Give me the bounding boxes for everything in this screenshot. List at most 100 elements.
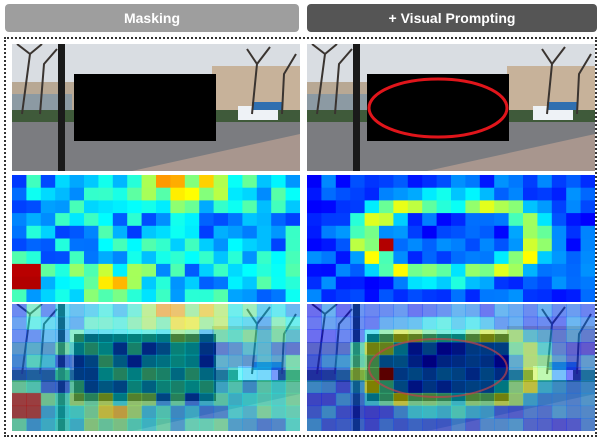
heat-cell [199, 225, 215, 239]
heat-cell [141, 342, 157, 356]
heat-cell [141, 238, 157, 252]
heat-cell [127, 289, 143, 302]
heat-cell [26, 418, 42, 431]
heat-cell [40, 238, 56, 252]
heat-cell [26, 316, 42, 330]
heat-cell [451, 289, 466, 302]
heat-cell [335, 175, 351, 189]
heat-cell [393, 405, 409, 419]
heat-cell [566, 200, 582, 214]
heat-cell [170, 329, 186, 343]
heat-cell [580, 289, 595, 302]
heat-cell [69, 213, 85, 227]
heat-cell [523, 225, 538, 239]
heat-cell [55, 276, 71, 290]
heat-cell [307, 263, 322, 278]
heat-cell [580, 263, 595, 278]
heat-cell [127, 276, 143, 290]
heat-cell [508, 380, 524, 394]
heat-cell [213, 367, 229, 381]
heat-cell [364, 304, 380, 318]
heat-cell [184, 289, 200, 302]
heat-cell [213, 316, 229, 330]
heat-cell [69, 276, 85, 290]
heat-cell [112, 342, 128, 356]
heat-cell [242, 289, 258, 302]
heat-cell [422, 342, 438, 356]
heat-cell [271, 380, 287, 394]
heat-cell [271, 329, 287, 343]
heat-cell [537, 304, 553, 318]
heat-cell [551, 367, 567, 381]
heat-cell [566, 187, 582, 201]
heat-cell [112, 405, 128, 419]
heat-cell [451, 213, 466, 227]
heat-cell [451, 380, 466, 394]
heat-cell [393, 213, 409, 227]
heat-cell [321, 263, 337, 278]
heat-cell [379, 354, 394, 368]
heat-cell [127, 213, 143, 227]
heat-cell [551, 187, 567, 201]
heat-cell [184, 354, 200, 368]
heat-cell [407, 316, 423, 330]
heat-cell [335, 238, 351, 252]
heat-cell [508, 225, 524, 239]
heat-cell [451, 405, 466, 419]
heat-cell [566, 354, 582, 368]
heat-cell [285, 200, 300, 214]
heat-cell [213, 289, 229, 302]
heat-cell [228, 187, 243, 201]
heat-cell [170, 276, 186, 290]
heat-cell [12, 213, 27, 227]
heat-cell [537, 263, 553, 278]
heat-cell [436, 175, 452, 189]
heat-cell [127, 405, 143, 419]
heat-cell [127, 367, 143, 381]
heat-cell [566, 289, 582, 302]
heat-cell [523, 200, 538, 214]
heat-cell [494, 225, 510, 239]
heat-cell [228, 175, 243, 189]
heat-cell [494, 392, 510, 407]
heat-cell [285, 238, 300, 252]
heat-cell [407, 200, 423, 214]
heat-cell [465, 238, 481, 252]
panel [307, 175, 595, 302]
heat-cell [551, 200, 567, 214]
heat-cell [184, 238, 200, 252]
heat-cell [98, 289, 114, 302]
heat-cell [551, 380, 567, 394]
heat-cell [55, 392, 71, 407]
heat-cell [321, 304, 337, 318]
heat-cell [321, 418, 337, 431]
heat-cell [40, 380, 56, 394]
heat-cell [508, 354, 524, 368]
heat-cell [285, 276, 300, 290]
heat-cell [523, 251, 538, 265]
heat-cell [69, 367, 85, 381]
heat-cell [285, 289, 300, 302]
heat-cell [523, 304, 538, 318]
heat-cell [141, 213, 157, 227]
heat-cell [170, 392, 186, 407]
heat-cell [12, 380, 27, 394]
heat-cell [242, 354, 258, 368]
heat-cell [156, 329, 171, 343]
heat-cell [170, 316, 186, 330]
heat-cell [379, 289, 394, 302]
heat-cell [479, 200, 495, 214]
heat-cell [422, 304, 438, 318]
heat-cell [580, 276, 595, 290]
heat-cell [566, 418, 582, 431]
heat-cell [307, 380, 322, 394]
heat-cell [465, 316, 481, 330]
heat-cell [407, 187, 423, 201]
heat-cell [199, 329, 215, 343]
heat-cell [479, 418, 495, 431]
heat-cell [451, 367, 466, 381]
heat-cell [26, 238, 42, 252]
heat-cell [523, 316, 538, 330]
heat-cell [566, 263, 582, 278]
heat-cell [350, 418, 366, 431]
